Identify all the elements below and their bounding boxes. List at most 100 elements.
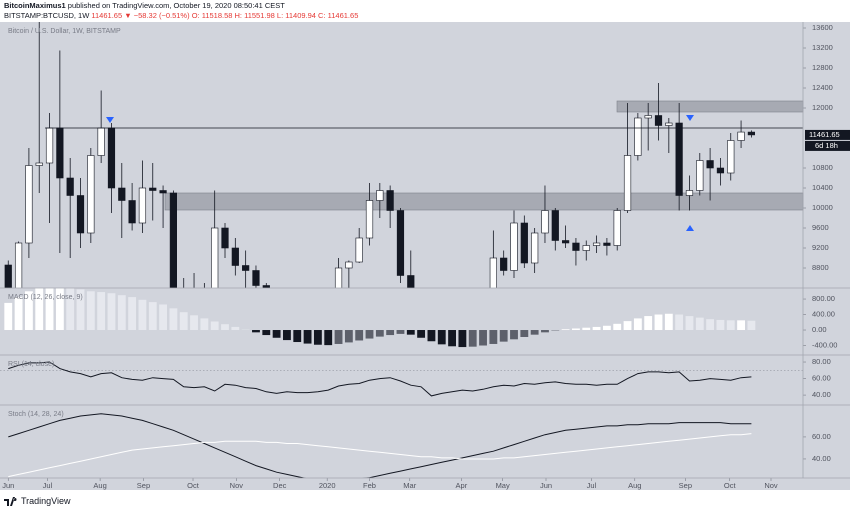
logo: [4, 496, 17, 506]
author: BitcoinMaximus1: [4, 1, 66, 10]
candle-body: [66, 177, 74, 196]
candle-body: [231, 247, 239, 266]
candle-body: [211, 227, 219, 288]
histogram-bar: [128, 297, 137, 331]
candle-body: [242, 265, 250, 271]
y-tick-label: 60.00: [812, 432, 831, 441]
candle-body: [169, 192, 178, 288]
chart-background: [0, 22, 850, 490]
x-tick-label: Apr: [456, 481, 468, 490]
candle-body: [407, 275, 415, 288]
histogram-bar: [437, 330, 446, 345]
candle-body: [572, 242, 580, 251]
pane-title: Bitcoin / U.S. Dollar, 1W, BITSTAMP: [8, 28, 121, 35]
histogram-bar: [479, 330, 487, 346]
x-tick-label: Nov: [764, 481, 778, 490]
x-tick-label: Aug: [628, 481, 641, 490]
pane-title: RSI (14, close): [8, 361, 54, 368]
header-line-1: BitcoinMaximus1 published on TradingView…: [4, 1, 358, 11]
candle-body: [675, 122, 683, 196]
histogram-bar: [324, 330, 333, 346]
candle-body: [706, 160, 714, 169]
pane: [8, 413, 752, 478]
histogram-bar: [530, 330, 539, 335]
histogram-bar: [427, 330, 436, 342]
candle-body: [138, 187, 147, 224]
histogram-bar: [499, 330, 508, 342]
candle-body: [654, 115, 663, 126]
histogram-bar: [747, 320, 756, 331]
candle-body: [685, 190, 694, 196]
y-tick-label: 9600: [812, 223, 829, 232]
histogram-bar: [179, 312, 188, 331]
histogram-bar: [355, 330, 364, 341]
candle-body: [747, 131, 755, 136]
x-tick-label: Jul: [43, 481, 53, 490]
y-tick-label: 800.00: [812, 294, 835, 303]
candle-body: [355, 237, 363, 263]
y-tick-label: 400.00: [812, 310, 835, 319]
candle-body: [396, 210, 405, 276]
histogram-bar: [448, 330, 456, 347]
y-tick-label: 10400: [812, 183, 833, 192]
histogram-bar: [35, 288, 44, 331]
candle-body: [345, 261, 353, 269]
y-tick-label: 10000: [812, 203, 833, 212]
header: BitcoinMaximus1 published on TradingView…: [4, 1, 358, 21]
histogram-bar: [210, 321, 219, 331]
histogram-bar: [334, 330, 343, 344]
y-tick-label: 12400: [812, 83, 833, 92]
histogram-bar: [272, 330, 281, 338]
histogram-bar: [654, 314, 663, 331]
histogram-bar: [386, 330, 395, 336]
histogram-bar: [365, 330, 374, 339]
histogram-bar: [685, 316, 694, 331]
candle-body: [562, 240, 570, 244]
histogram-bar: [66, 288, 75, 331]
panes: 8800 9200 9600 10000 10400 10800 12000 12400 128…: [0, 22, 850, 490]
candle-body: [510, 222, 518, 271]
candle-body: [128, 200, 136, 224]
x-tick-label: Dec: [273, 481, 287, 490]
histogram-bar: [24, 291, 33, 331]
candle-body: [87, 155, 95, 234]
candle-body: [252, 270, 260, 286]
histogram-bar: [541, 330, 549, 333]
arrow-down: [686, 115, 694, 121]
candle-body: [35, 162, 43, 166]
candle-body: [149, 187, 157, 191]
candle-body: [221, 227, 229, 249]
histogram-bar: [716, 319, 725, 331]
histogram-bar: [695, 317, 704, 331]
pane-title: MACD (12, 26, close, 9): [8, 294, 83, 301]
y-tick-label: 40.00: [812, 390, 831, 399]
candle-body: [489, 257, 497, 288]
histogram-bar: [375, 330, 384, 337]
candle-body: [386, 190, 394, 211]
candle-body: [76, 195, 85, 234]
x-tick-label: Oct: [724, 481, 737, 490]
x-tick-label: 2020: [319, 481, 336, 490]
histogram-bar: [602, 325, 611, 331]
y-tick-label: -400.00: [812, 340, 837, 349]
x-tick-label: Jun: [2, 481, 14, 490]
x-tick-label: Jul: [587, 481, 597, 490]
histogram-bar: [726, 320, 735, 331]
indicator-line: [8, 433, 752, 478]
x-tick-label: Aug: [93, 481, 106, 490]
histogram-bar: [633, 318, 642, 331]
countdown: 6d 18h: [815, 141, 838, 150]
candle-body: [520, 222, 528, 264]
candle-body: [613, 210, 621, 246]
histogram-bar: [623, 321, 632, 331]
histogram-bar: [510, 330, 518, 340]
published: published on TradingView.com, October 19…: [67, 1, 285, 10]
x-tick-label: May: [496, 481, 510, 490]
candle-body: [365, 200, 374, 239]
histogram-bar: [14, 297, 23, 331]
indicator-line: [8, 413, 752, 478]
x-tick-label: Sep: [137, 481, 150, 490]
histogram-bar: [303, 330, 312, 344]
y-tick-label: 0.00: [812, 325, 827, 334]
